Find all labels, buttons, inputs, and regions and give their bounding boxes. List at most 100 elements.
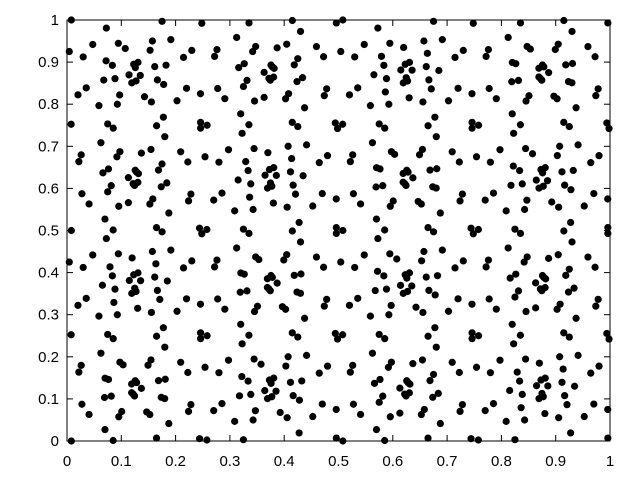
scatter-point [218,399,226,408]
scatter-point [580,412,588,421]
scatter-point [333,335,342,343]
scatter-point [574,141,582,149]
scatter-point [399,79,407,87]
scatter-point [233,244,241,252]
scatter-point [567,218,575,227]
scatter-point [516,166,524,175]
scatter-point [591,263,599,271]
scatter-point [420,405,428,414]
scatter-point [504,244,512,252]
scatter-point [309,412,317,421]
scatter-point [250,97,259,105]
scatter-point [261,171,269,179]
scatter-point [288,118,296,126]
scatter-point [595,362,603,370]
scatter-point [104,330,112,339]
scatter-point [345,301,354,309]
scatter-point [468,124,476,132]
scatter-point [548,198,556,206]
scatter-point [102,234,110,243]
scatter-point [278,303,287,311]
scatter-point [106,263,114,271]
scatter-point [196,124,205,132]
scatter-point [89,40,97,49]
scatter-point [108,272,116,280]
scatter-point [603,329,611,338]
scatter-point [234,176,242,184]
scatter-point [251,407,259,415]
scatter-point [244,377,252,385]
scatter-point [111,75,119,83]
scatter-point [282,362,290,370]
plot-frame [66,19,611,442]
scatter-point [300,104,309,112]
scatter-point [514,76,523,85]
scatter-point [422,63,430,71]
scatter-point [360,40,368,49]
y-tick-label: 0.3 [38,307,59,324]
scatter-point [485,84,493,93]
scatter-point [82,84,90,92]
scatter-point [538,76,546,84]
scatter-point [283,414,291,422]
scatter-point [432,133,440,141]
scatter-point [387,358,396,366]
scatter-point [272,387,280,395]
scatter-point [504,33,512,42]
y-tick-label: 0.2 [38,349,59,366]
scatter-point [140,93,149,101]
scatter-point [432,343,440,351]
scatter-point [508,58,516,67]
scatter-point [161,343,169,351]
scatter-point [568,238,576,246]
scatter-point [132,168,141,176]
scatter-point [147,308,156,317]
x-tick-label: 0 [63,453,71,470]
scatter-point [203,332,211,340]
scatter-point [468,90,476,98]
scatter-point [221,305,229,313]
scatter-point [454,84,462,92]
scatter-point [412,303,420,311]
scatter-point [101,374,109,382]
scatter-point [489,189,498,197]
scatter-point [595,152,603,160]
scatter-point [294,122,302,131]
scatter-point [387,148,396,156]
scatter-point [111,285,119,293]
scatter-point [146,46,154,54]
y-tick-label: 0 [51,433,59,450]
scatter-point [565,265,573,273]
scatter-point [280,256,288,264]
scatter-point [532,279,540,287]
scatter-point [469,19,477,27]
scatter-point [244,166,252,175]
scatter-point [351,53,359,61]
scatter-point [177,148,185,156]
x-tick-label: 0.5 [328,453,349,470]
scatter-point [427,85,435,93]
scatter-point [472,153,481,161]
scatter-point [260,68,268,76]
scatter-point [537,376,545,384]
scatter-point [163,179,171,187]
scatter-point [565,122,573,131]
scatter-point [294,333,302,341]
scatter-point [215,369,223,377]
scatter-point [402,181,410,190]
scatter-point [210,196,218,204]
scatter-point [264,149,272,157]
scatter-point [114,39,122,47]
scatter-point [518,180,526,188]
y-tick-label: 0.5 [38,223,59,240]
scatter-point [95,102,103,110]
scatter-point [286,168,295,176]
scatter-point [448,148,456,156]
scatter-point [237,110,245,118]
scatter-point [236,288,244,296]
scatter-point [332,223,340,232]
scatter-point [273,279,281,287]
scatter-point [590,189,598,198]
scatter-point [137,384,145,392]
scatter-point [591,53,599,61]
